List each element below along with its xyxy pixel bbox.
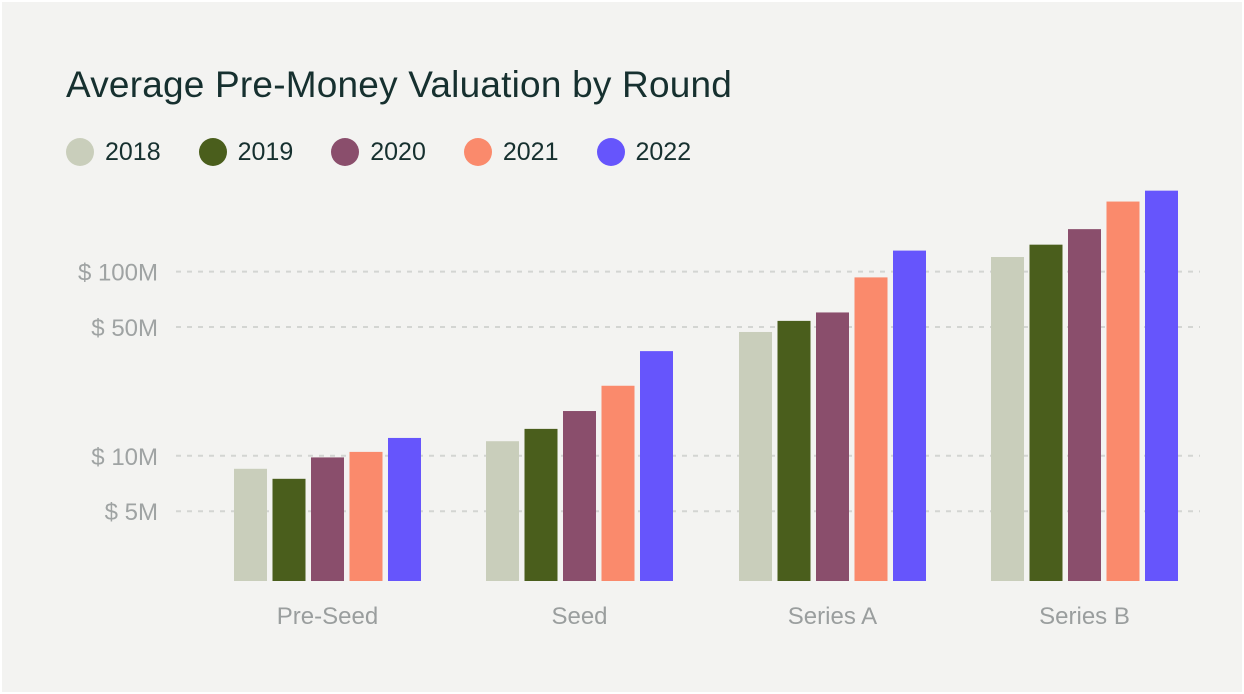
legend-item-2018: 2018 (66, 138, 161, 167)
legend-label-2019: 2019 (237, 137, 294, 166)
bars (234, 190, 1178, 582)
bar-series-a-2020 (816, 312, 849, 581)
legend-item-2020: 2020 (331, 138, 426, 167)
y-axis-ticks: $ 5M $ 10M $ 50M $ 100M (78, 260, 158, 527)
bar-seed-2022 (640, 351, 673, 581)
legend-swatch-2019 (198, 138, 227, 166)
bar-series-b-2018 (991, 257, 1024, 581)
x-axis-ticks: Pre-Seed Seed Series A Series B (277, 603, 1130, 630)
bar-seed-2021 (601, 385, 635, 581)
legend-item-2022: 2022 (596, 137, 692, 167)
bar-pre-seed-2021 (349, 451, 383, 581)
bar-seed-2018 (486, 441, 519, 581)
y-tick-label: $ 5M (105, 499, 158, 526)
legend-item-2021: 2021 (463, 137, 559, 167)
bar-pre-seed-2022 (388, 437, 421, 581)
y-tick-label: $ 100M (78, 260, 158, 287)
bar-pre-seed-2018 (234, 468, 267, 581)
bar-seed-2019 (524, 428, 558, 581)
legend-label-2022: 2022 (635, 137, 692, 166)
bar-series-a-2018 (739, 331, 772, 581)
legend-label-2020: 2020 (370, 137, 426, 166)
legend-item-2019: 2019 (198, 137, 294, 167)
y-tick-label: $ 10M (91, 444, 158, 471)
bar-series-b-2021 (1106, 201, 1140, 581)
legend-swatch-2020 (331, 138, 360, 166)
legend-swatch-2022 (596, 138, 625, 166)
bar-seed-2020 (563, 411, 596, 581)
x-tick-label: Series B (1039, 603, 1130, 630)
bar-series-a-2022 (893, 250, 926, 582)
chart-title: Average Pre-Money Valuation by Round (66, 64, 733, 105)
y-tick-label: $ 50M (91, 315, 158, 342)
bar-pre-seed-2020 (311, 457, 344, 581)
legend-swatch-2018 (66, 138, 94, 166)
bar-series-b-2020 (1068, 229, 1101, 582)
legend-swatch-2021 (463, 138, 492, 166)
legend: 2018 2019 2020 2021 2022 (66, 134, 729, 170)
bar-series-b-2019 (1029, 244, 1063, 581)
bar-series-a-2019 (777, 320, 811, 581)
x-tick-label: Pre-Seed (277, 603, 378, 630)
bar-series-a-2021 (854, 277, 888, 581)
legend-label-2018: 2018 (105, 137, 161, 166)
bar-series-b-2022 (1145, 190, 1178, 581)
legend-label-2021: 2021 (502, 137, 559, 166)
x-tick-label: Seed (551, 603, 607, 630)
bar-pre-seed-2019 (272, 478, 306, 581)
x-tick-label: Series A (788, 603, 877, 630)
